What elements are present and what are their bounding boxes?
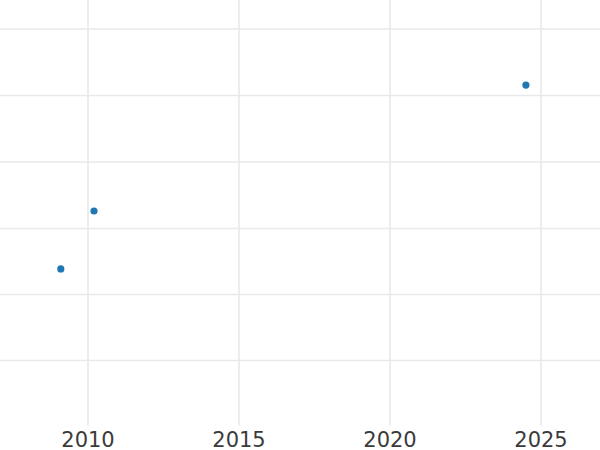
data-points-layer xyxy=(57,82,529,273)
scatter-chart: 2010 2015 2020 2025 xyxy=(0,0,600,450)
data-point xyxy=(522,82,529,89)
vertical-gridlines xyxy=(88,0,541,426)
x-tick-label: 2020 xyxy=(363,428,416,450)
chart-canvas: 2010 2015 2020 2025 xyxy=(0,0,600,450)
data-point xyxy=(90,207,97,214)
x-tick-label: 2010 xyxy=(61,428,114,450)
data-point xyxy=(57,265,64,272)
horizontal-gridlines xyxy=(0,29,600,361)
x-tick-label: 2025 xyxy=(514,428,567,450)
x-tick-label: 2015 xyxy=(212,428,265,450)
x-tick-labels-layer: 2010 2015 2020 2025 xyxy=(61,428,567,450)
